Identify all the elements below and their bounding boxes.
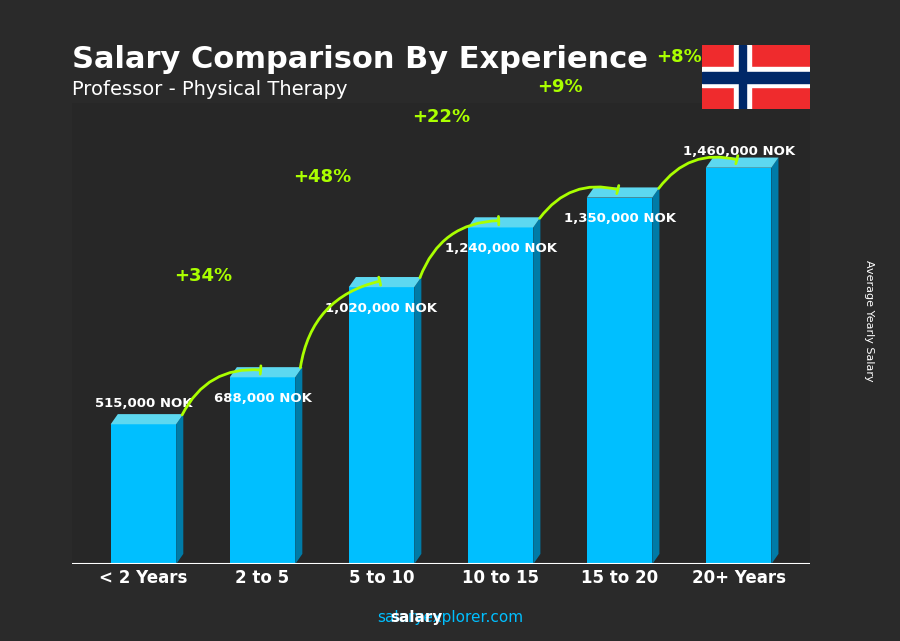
- Text: +8%: +8%: [656, 48, 702, 66]
- Bar: [702, 67, 810, 87]
- Text: 1,460,000 NOK: 1,460,000 NOK: [682, 146, 795, 158]
- Bar: [739, 45, 746, 109]
- Text: +48%: +48%: [292, 168, 351, 186]
- Text: 1,240,000 NOK: 1,240,000 NOK: [445, 242, 556, 255]
- Polygon shape: [230, 378, 295, 564]
- Polygon shape: [295, 367, 302, 564]
- Bar: [734, 45, 751, 109]
- Polygon shape: [771, 158, 778, 564]
- Polygon shape: [468, 217, 540, 228]
- Polygon shape: [414, 277, 421, 564]
- Polygon shape: [706, 168, 771, 564]
- Polygon shape: [533, 217, 540, 564]
- Text: +34%: +34%: [174, 267, 232, 285]
- Text: Professor - Physical Therapy: Professor - Physical Therapy: [72, 80, 347, 99]
- Text: Salary Comparison By Experience: Salary Comparison By Experience: [72, 45, 648, 74]
- Polygon shape: [349, 277, 421, 287]
- Polygon shape: [587, 197, 652, 564]
- Polygon shape: [111, 424, 176, 564]
- Text: Average Yearly Salary: Average Yearly Salary: [863, 260, 874, 381]
- Polygon shape: [111, 414, 184, 424]
- Polygon shape: [587, 187, 660, 197]
- Text: 688,000 NOK: 688,000 NOK: [213, 392, 311, 405]
- Text: salary: salary: [391, 610, 443, 625]
- Text: +22%: +22%: [412, 108, 470, 126]
- Polygon shape: [349, 287, 414, 564]
- Text: +9%: +9%: [537, 78, 583, 96]
- Text: 1,020,000 NOK: 1,020,000 NOK: [326, 302, 437, 315]
- Polygon shape: [652, 187, 660, 564]
- Polygon shape: [230, 367, 302, 378]
- Polygon shape: [176, 414, 184, 564]
- Text: 515,000 NOK: 515,000 NOK: [94, 397, 193, 410]
- Text: salaryexplorer.com: salaryexplorer.com: [377, 610, 523, 625]
- Text: 1,350,000 NOK: 1,350,000 NOK: [563, 212, 676, 225]
- Polygon shape: [706, 158, 778, 168]
- Bar: [702, 72, 810, 83]
- Polygon shape: [468, 228, 533, 564]
